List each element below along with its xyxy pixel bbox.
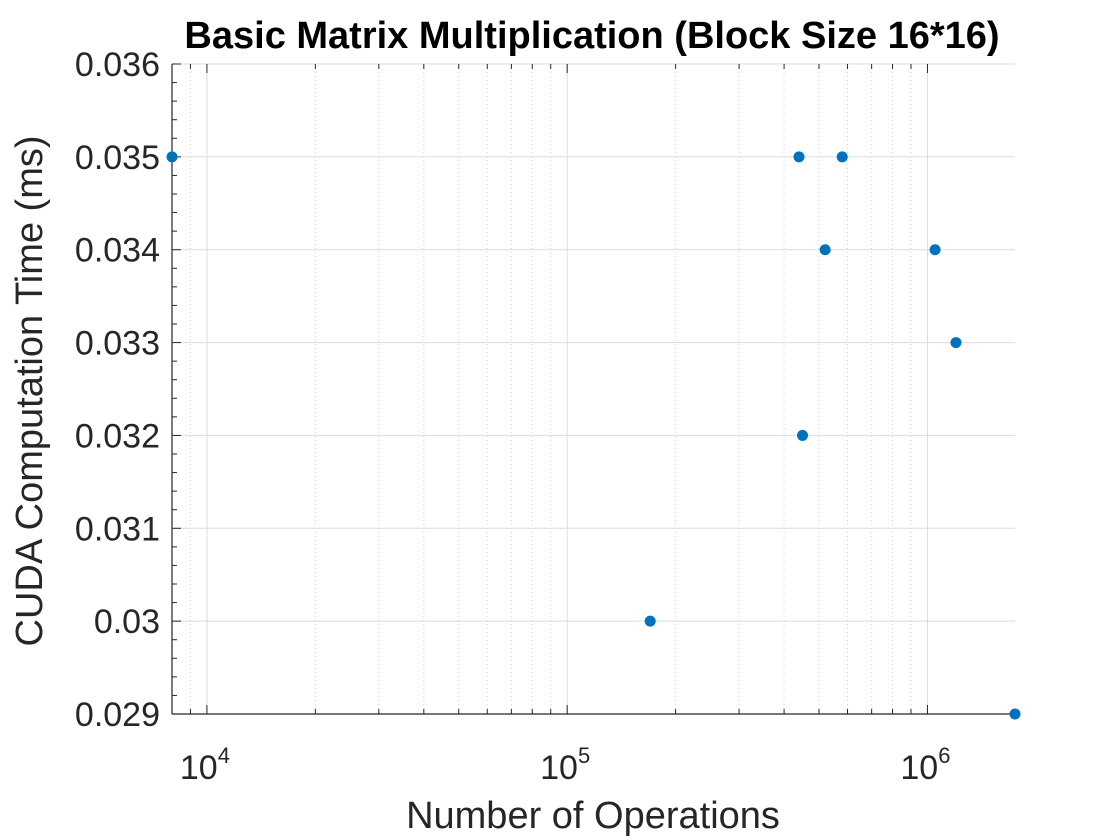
y-tick-label: 0.033: [75, 325, 160, 363]
grid: [171, 63, 1015, 715]
y-tick-label: 0.034: [75, 232, 160, 270]
x-tick-labels: 104 105 106: [180, 743, 951, 787]
y-tick-label: 0.029: [75, 696, 160, 734]
data-point: [950, 337, 962, 349]
x-tick-label: 106: [900, 743, 950, 787]
data-point: [797, 429, 809, 441]
y-tick-label: 0.032: [75, 417, 160, 455]
data-point: [166, 151, 178, 163]
y-tick-label: 0.036: [75, 46, 160, 84]
y-tick-labels: 0.036 0.035 0.034 0.033 0.032 0.031 0.03 0.029: [75, 46, 160, 734]
y-tick-label: 0.031: [75, 510, 160, 548]
data-points: [166, 151, 1021, 720]
y-tick-label: 0.035: [75, 139, 160, 177]
data-point: [1009, 708, 1021, 720]
y-axis-label: CUDA Computation Time (ms): [9, 135, 51, 646]
data-point: [819, 244, 831, 256]
data-point: [793, 151, 805, 163]
data-point: [929, 244, 941, 256]
data-point: [644, 615, 656, 627]
x-axis-label: Number of Operations: [406, 795, 780, 837]
x-tick-label: 105: [540, 743, 590, 787]
y-tick-label: 0.03: [94, 603, 160, 641]
data-point: [836, 151, 848, 163]
chart-title: Basic Matrix Multiplication (Block Size …: [184, 15, 999, 57]
axes: [171, 63, 1015, 715]
x-tick-label: 104: [180, 743, 230, 787]
